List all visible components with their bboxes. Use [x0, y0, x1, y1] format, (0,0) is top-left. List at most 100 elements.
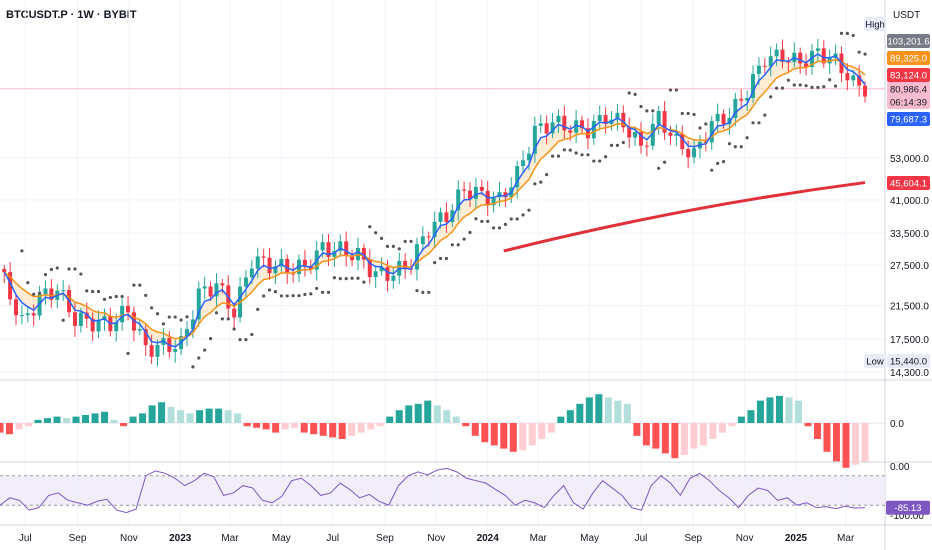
- candle-body: [232, 308, 237, 318]
- x-axis-label: Sep: [684, 533, 702, 544]
- psar-dot: [704, 122, 708, 126]
- candle-body: [473, 186, 478, 199]
- psar-dot: [645, 109, 649, 113]
- psar-dot: [810, 85, 814, 89]
- psar-dot: [102, 297, 107, 301]
- psar-dot: [822, 85, 826, 89]
- x-axis-label: Nov: [120, 533, 138, 544]
- candle-body: [420, 236, 425, 245]
- candle-body: [456, 189, 461, 211]
- psar-dot: [238, 338, 242, 342]
- hist-bar: [348, 423, 356, 436]
- hist-bar: [462, 423, 470, 427]
- psar-dot: [775, 86, 779, 90]
- hist-bar: [737, 416, 745, 423]
- psar-dot: [491, 226, 496, 230]
- hist-bar: [243, 423, 251, 427]
- hist-bar: [25, 423, 33, 427]
- psar-dot: [562, 148, 566, 152]
- candle-body: [662, 111, 667, 133]
- hist-bar: [357, 423, 365, 433]
- candle-body: [438, 212, 443, 222]
- candle-body: [715, 113, 720, 122]
- candle-body: [450, 210, 455, 223]
- price-badge: [864, 354, 886, 368]
- candle-body: [503, 192, 508, 198]
- candle-body: [756, 65, 761, 75]
- psar-dot: [285, 294, 289, 298]
- candle-body: [680, 133, 685, 150]
- hist-bar: [804, 423, 812, 427]
- candle-body: [515, 166, 520, 188]
- currency-label: USDT: [893, 10, 921, 21]
- hist-bar: [110, 419, 118, 423]
- candle-body: [650, 123, 655, 146]
- psar-dot: [739, 145, 743, 149]
- candle-body: [344, 241, 349, 256]
- psar-dot: [368, 225, 372, 229]
- rsi-tick-label: -100.00: [890, 511, 924, 522]
- candle-body: [721, 113, 726, 125]
- candle-body: [798, 52, 803, 64]
- psar-dot: [580, 153, 584, 157]
- psar-dot: [745, 136, 749, 140]
- psar-dot: [751, 121, 755, 125]
- candle-body: [568, 130, 573, 133]
- psar-dot: [816, 85, 820, 89]
- candle-body: [845, 73, 850, 81]
- psar-dot: [857, 50, 861, 54]
- candle-body: [49, 288, 54, 300]
- psar-dot: [497, 226, 502, 230]
- psar-dot: [721, 160, 726, 164]
- candle-body: [426, 236, 431, 238]
- psar-dot: [267, 288, 272, 292]
- hist-bar: [842, 423, 850, 468]
- price-tick-label: 21,500.0: [890, 301, 929, 312]
- psar-dot: [674, 88, 678, 92]
- candle-body: [173, 349, 178, 352]
- hist-bar: [91, 413, 99, 423]
- hist-bar: [452, 416, 460, 423]
- psar-dot: [226, 317, 230, 321]
- hist-bar: [633, 423, 641, 436]
- sma-line: [503, 181, 866, 253]
- candle-body: [320, 242, 325, 251]
- psar-dot: [845, 31, 849, 36]
- candle-body: [326, 242, 331, 257]
- candle-body: [633, 132, 638, 138]
- psar-dot: [167, 315, 171, 319]
- psar-dot: [727, 142, 732, 146]
- candle-body: [350, 255, 355, 261]
- candle-body: [114, 322, 119, 332]
- candle-body: [403, 260, 408, 269]
- candle-body: [491, 197, 496, 206]
- psar-dot: [173, 315, 177, 319]
- psar-dot: [114, 294, 118, 299]
- psar-dot: [427, 290, 431, 294]
- price-badge-label: 06:14:39: [890, 98, 927, 109]
- hist-bar: [167, 407, 175, 423]
- psar-dot: [710, 168, 714, 172]
- hist-bar: [595, 394, 603, 423]
- candle-body: [574, 120, 579, 133]
- hist-bar: [547, 423, 555, 433]
- psar-dot: [309, 292, 313, 296]
- candle-body: [621, 112, 626, 128]
- candle-body: [591, 120, 596, 139]
- hist-bar: [756, 400, 764, 423]
- rsi-line: [0, 467, 866, 514]
- hist-bar: [386, 416, 394, 423]
- psar-dot: [639, 104, 643, 109]
- hist-bar: [794, 400, 802, 423]
- psar-dot: [480, 219, 484, 223]
- candle-body: [851, 75, 856, 81]
- psar-dot: [586, 153, 590, 157]
- psar-dot: [769, 95, 773, 99]
- hist-bar: [604, 397, 612, 423]
- hist-bar: [120, 423, 128, 427]
- candle-body: [43, 288, 48, 295]
- hist-bar: [281, 423, 289, 430]
- candle-body: [120, 305, 125, 323]
- hist-bar: [186, 413, 194, 423]
